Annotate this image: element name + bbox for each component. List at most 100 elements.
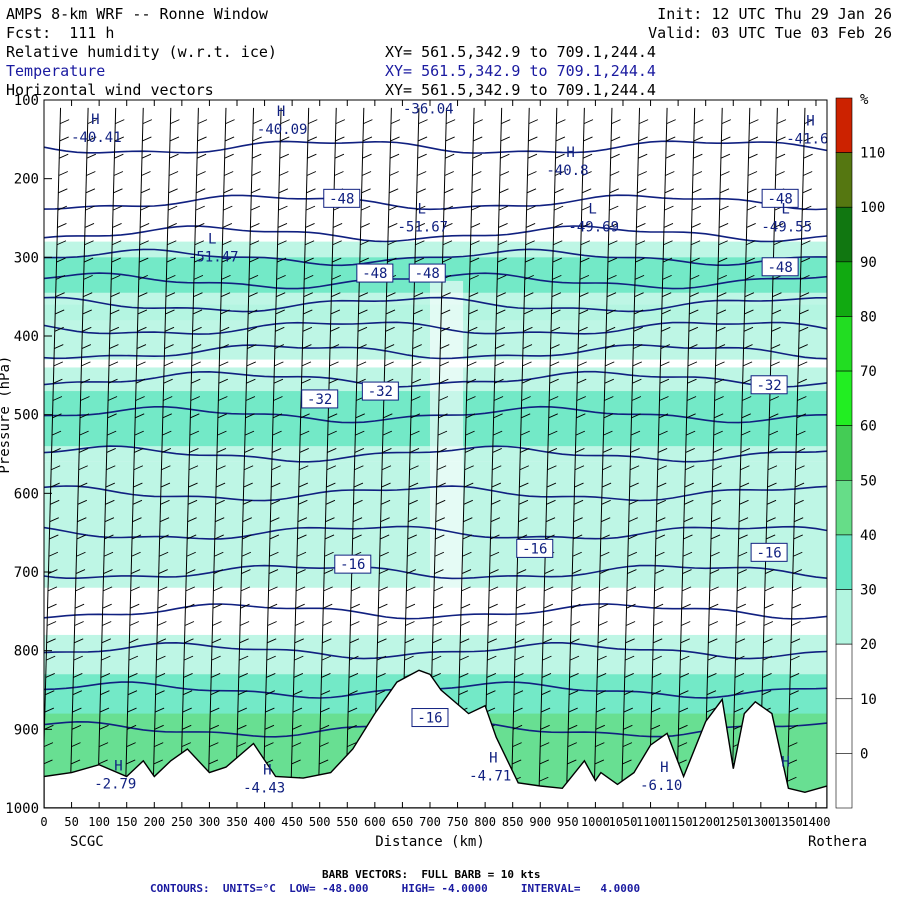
wind-barb-flag xyxy=(412,326,423,332)
wind-barb-flag xyxy=(169,153,179,159)
wind-barb-flag xyxy=(495,326,506,332)
wind-barb-flag xyxy=(361,188,371,194)
wind-barb-flag xyxy=(581,223,591,228)
wind-barb-flag xyxy=(743,344,753,349)
extremum-marker: H xyxy=(91,112,99,128)
wind-barb-flag xyxy=(501,119,511,125)
wind-barb-flag xyxy=(75,569,86,574)
wind-barb-flag xyxy=(162,413,172,419)
wind-barb-flag xyxy=(376,673,386,678)
wind-barb-flag xyxy=(389,171,399,176)
wind-barb-flag xyxy=(685,448,695,453)
wind-barb-flag xyxy=(706,707,716,713)
wind-barb-flag xyxy=(161,465,171,471)
wind-barb-flag xyxy=(622,759,632,765)
wind-barb-flag xyxy=(111,274,121,280)
wind-barb-flag xyxy=(192,326,202,332)
wind-barb-flag xyxy=(493,396,504,401)
wind-barb-flag xyxy=(598,603,609,609)
colorbar-segment xyxy=(835,152,853,208)
wind-barb-flag xyxy=(323,603,333,609)
wind-barb-flag xyxy=(788,742,798,748)
wind-barb-flag xyxy=(796,430,806,436)
wind-barb-flag xyxy=(707,655,718,661)
wind-barb-flag xyxy=(651,690,662,696)
wind-barb-flag xyxy=(266,655,276,661)
wind-barb-flag xyxy=(497,240,508,246)
contour-label: -16 xyxy=(522,541,547,557)
wind-barb-staff xyxy=(648,107,668,801)
wind-barb-flag xyxy=(381,482,391,488)
wind-barb-flag xyxy=(410,413,421,419)
wind-barb-flag xyxy=(681,586,692,592)
wind-barb-flag xyxy=(57,223,67,228)
wind-barb-flag xyxy=(219,344,229,349)
wind-barb-flag xyxy=(85,205,95,211)
wind-barb-flag xyxy=(303,292,313,298)
wind-barb-flag xyxy=(182,690,193,696)
extremum-marker: H xyxy=(806,113,814,129)
wind-barb-flag xyxy=(215,517,225,523)
wind-barb-flag xyxy=(78,448,89,453)
wind-barb-flag xyxy=(294,638,304,644)
wind-barb-flag xyxy=(332,240,342,246)
x-tick-label: 450 xyxy=(281,815,303,829)
wind-barb-flag xyxy=(548,413,558,419)
wind-barb-flag xyxy=(469,274,479,280)
wind-barb-staff xyxy=(538,107,558,801)
wind-barb-flag xyxy=(551,309,561,315)
wind-barb-flag xyxy=(274,361,284,367)
wind-barb-flag xyxy=(610,136,621,142)
wind-barb-flag xyxy=(163,396,173,401)
wind-barb-flag xyxy=(521,378,532,384)
wind-barb-flag xyxy=(789,707,799,713)
wind-barb-flag xyxy=(687,361,698,367)
wind-barb-flag xyxy=(597,655,607,661)
wind-barb-flag xyxy=(188,482,198,488)
wind-barb-flag xyxy=(407,551,417,557)
wind-barb-flag xyxy=(154,742,164,748)
wind-barb-flag xyxy=(71,742,81,748)
wind-barb-flag xyxy=(766,499,777,505)
wind-barb-flag xyxy=(776,119,787,125)
wind-barb-flag xyxy=(167,223,177,228)
wind-barb-flag xyxy=(188,465,199,471)
wind-barb-flag xyxy=(656,517,666,523)
wind-barb-flag xyxy=(196,153,207,159)
x-tick-label: 350 xyxy=(226,815,248,829)
extremum-marker: L xyxy=(781,201,789,217)
x-tick-label: 650 xyxy=(392,815,414,829)
wind-barb-flag xyxy=(599,586,609,592)
wind-barb-flag xyxy=(334,153,345,159)
wind-barb-flag xyxy=(762,673,772,678)
wind-barb-flag xyxy=(276,292,286,298)
wind-barb-flag xyxy=(539,776,549,782)
wind-barb-flag xyxy=(51,448,61,453)
wind-barb-flag xyxy=(500,153,510,159)
wind-barb-flag xyxy=(596,690,606,696)
wind-barb-flag xyxy=(377,621,388,626)
wind-barb-flag xyxy=(573,517,583,523)
wind-barb-flag xyxy=(572,534,583,540)
wind-barb-flag xyxy=(498,205,509,211)
wind-barb-flag xyxy=(330,309,341,315)
wind-barb-flag xyxy=(568,707,578,713)
wind-barb-flag xyxy=(717,274,727,280)
wind-barb-flag xyxy=(772,292,782,298)
wind-barb-flag xyxy=(86,153,96,159)
wind-barb-flag xyxy=(436,482,446,488)
wind-barb-flag xyxy=(678,724,688,730)
wind-barb-flag xyxy=(304,257,314,263)
wind-barb-flag xyxy=(513,690,524,696)
wind-barb-flag xyxy=(541,690,551,696)
wind-barb-flag xyxy=(242,534,252,540)
wind-barb-flag xyxy=(630,430,641,436)
wind-barb-flag xyxy=(711,499,722,505)
extremum-value: -4.43 xyxy=(243,780,285,796)
wind-barb-flag xyxy=(46,621,57,626)
wind-barb-flag xyxy=(569,673,579,678)
wind-barb-flag xyxy=(745,257,755,263)
wind-barb-flag xyxy=(680,638,690,644)
wind-barb-flag xyxy=(749,119,759,125)
wind-barb-flag xyxy=(138,292,148,298)
